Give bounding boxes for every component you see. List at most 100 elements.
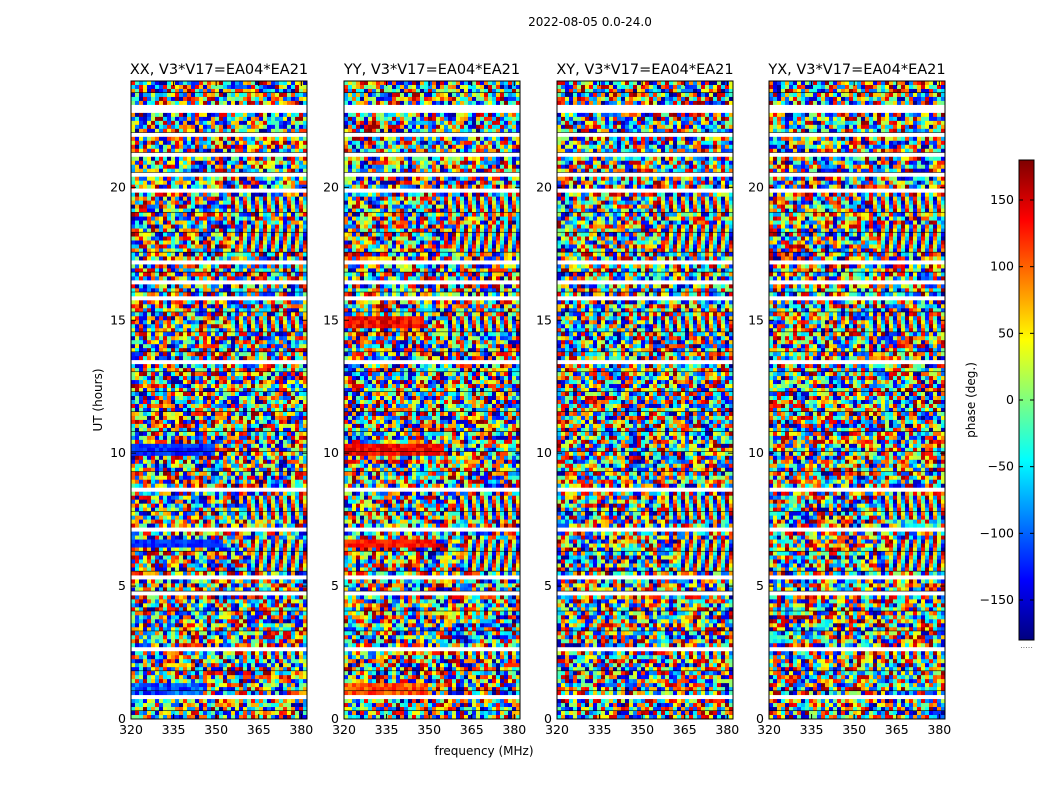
heat-cell — [223, 356, 228, 361]
heat-cell — [239, 92, 244, 98]
heat-cell — [247, 427, 252, 433]
heat-cell — [147, 571, 152, 576]
heat-cell — [283, 200, 288, 205]
heat-cell — [203, 116, 208, 122]
heat-cell — [139, 439, 144, 445]
heat-cell — [139, 551, 144, 556]
heat-cell — [139, 364, 144, 369]
heat-cell — [147, 96, 152, 102]
heat-cell — [195, 140, 200, 146]
heat-cell — [235, 407, 240, 413]
heat-cell — [247, 196, 252, 201]
heat-cell — [163, 515, 168, 520]
heat-cell — [247, 400, 252, 405]
heat-cell — [183, 332, 188, 337]
heat-cell — [163, 244, 168, 249]
heat-cell — [151, 304, 156, 309]
heat-cell — [203, 368, 208, 373]
heat-cell — [143, 388, 148, 393]
heat-cell — [279, 388, 284, 393]
heat-cell — [247, 368, 252, 373]
heat-cell — [195, 276, 200, 281]
heat-cell — [275, 264, 280, 269]
heat-cell — [139, 96, 144, 102]
heat-cell — [227, 324, 232, 329]
heat-cell — [247, 272, 252, 277]
heat-cell — [195, 519, 200, 524]
heat-cell — [183, 92, 188, 98]
heat-cell — [295, 523, 300, 528]
heat-cell — [243, 531, 248, 536]
heat-cell — [163, 435, 168, 441]
heat-cell — [199, 571, 204, 576]
heat-cell — [255, 112, 260, 118]
heat-cell — [151, 579, 156, 584]
heat-cell — [195, 292, 200, 297]
heat-cell — [171, 336, 176, 341]
heat-cell — [195, 272, 200, 277]
heat-cell — [207, 455, 212, 461]
heat-cell — [155, 372, 160, 377]
heat-cell — [255, 499, 260, 505]
heat-cell — [219, 200, 224, 205]
heat-cell — [279, 120, 284, 126]
heat-cell — [167, 288, 172, 293]
heat-cell — [283, 220, 288, 225]
heat-cell — [239, 471, 244, 477]
heat-cell — [151, 164, 156, 170]
heat-cell — [207, 407, 212, 413]
heat-cell — [299, 88, 304, 94]
heat-cell — [191, 447, 196, 453]
heat-cell — [219, 328, 224, 333]
heat-cell — [263, 396, 268, 401]
heat-cell — [167, 284, 172, 289]
heat-cell — [295, 276, 300, 281]
heat-cell — [283, 392, 288, 397]
heat-cell — [287, 228, 292, 233]
heat-cell — [211, 264, 216, 269]
heat-cell — [183, 144, 188, 150]
heat-cell — [259, 431, 264, 437]
masked-row — [131, 132, 307, 138]
heat-cell — [275, 276, 280, 281]
heat-cell — [199, 208, 204, 213]
heat-cell — [167, 344, 172, 349]
heat-cell — [131, 300, 136, 305]
heat-cell — [295, 475, 300, 481]
heat-cell — [171, 407, 176, 413]
heat-cell — [211, 204, 216, 209]
heat-cell — [155, 531, 160, 536]
heat-cell — [215, 81, 220, 86]
heat-cell — [147, 439, 152, 445]
heat-cell — [207, 380, 212, 385]
heat-cell — [191, 443, 196, 449]
heat-cell — [295, 519, 300, 524]
heat-cell — [295, 431, 300, 437]
heat-cell — [247, 483, 252, 489]
heat-cell — [263, 356, 268, 361]
heat-cell — [211, 519, 216, 524]
heat-cell — [231, 336, 236, 341]
heat-cell — [303, 232, 307, 237]
heat-cell — [155, 228, 160, 233]
heat-cell — [171, 100, 176, 106]
heat-cell — [267, 423, 272, 429]
heat-cell — [219, 232, 224, 237]
heat-cell — [171, 88, 176, 94]
heat-cell — [243, 419, 248, 425]
heat-cell — [195, 435, 200, 441]
heat-cell — [223, 392, 228, 397]
heat-cell — [287, 447, 292, 453]
heat-cell — [275, 400, 280, 405]
heat-cell — [179, 467, 184, 473]
heat-cell — [203, 483, 208, 489]
heat-cell — [275, 451, 280, 457]
heat-cell — [175, 88, 180, 94]
heat-cell — [139, 340, 144, 345]
heat-cell — [163, 372, 168, 377]
heat-cell — [263, 368, 268, 373]
heat-cell — [147, 396, 152, 401]
heat-cell — [243, 563, 248, 568]
heat-cell — [275, 252, 280, 257]
heat-cell — [271, 324, 276, 329]
